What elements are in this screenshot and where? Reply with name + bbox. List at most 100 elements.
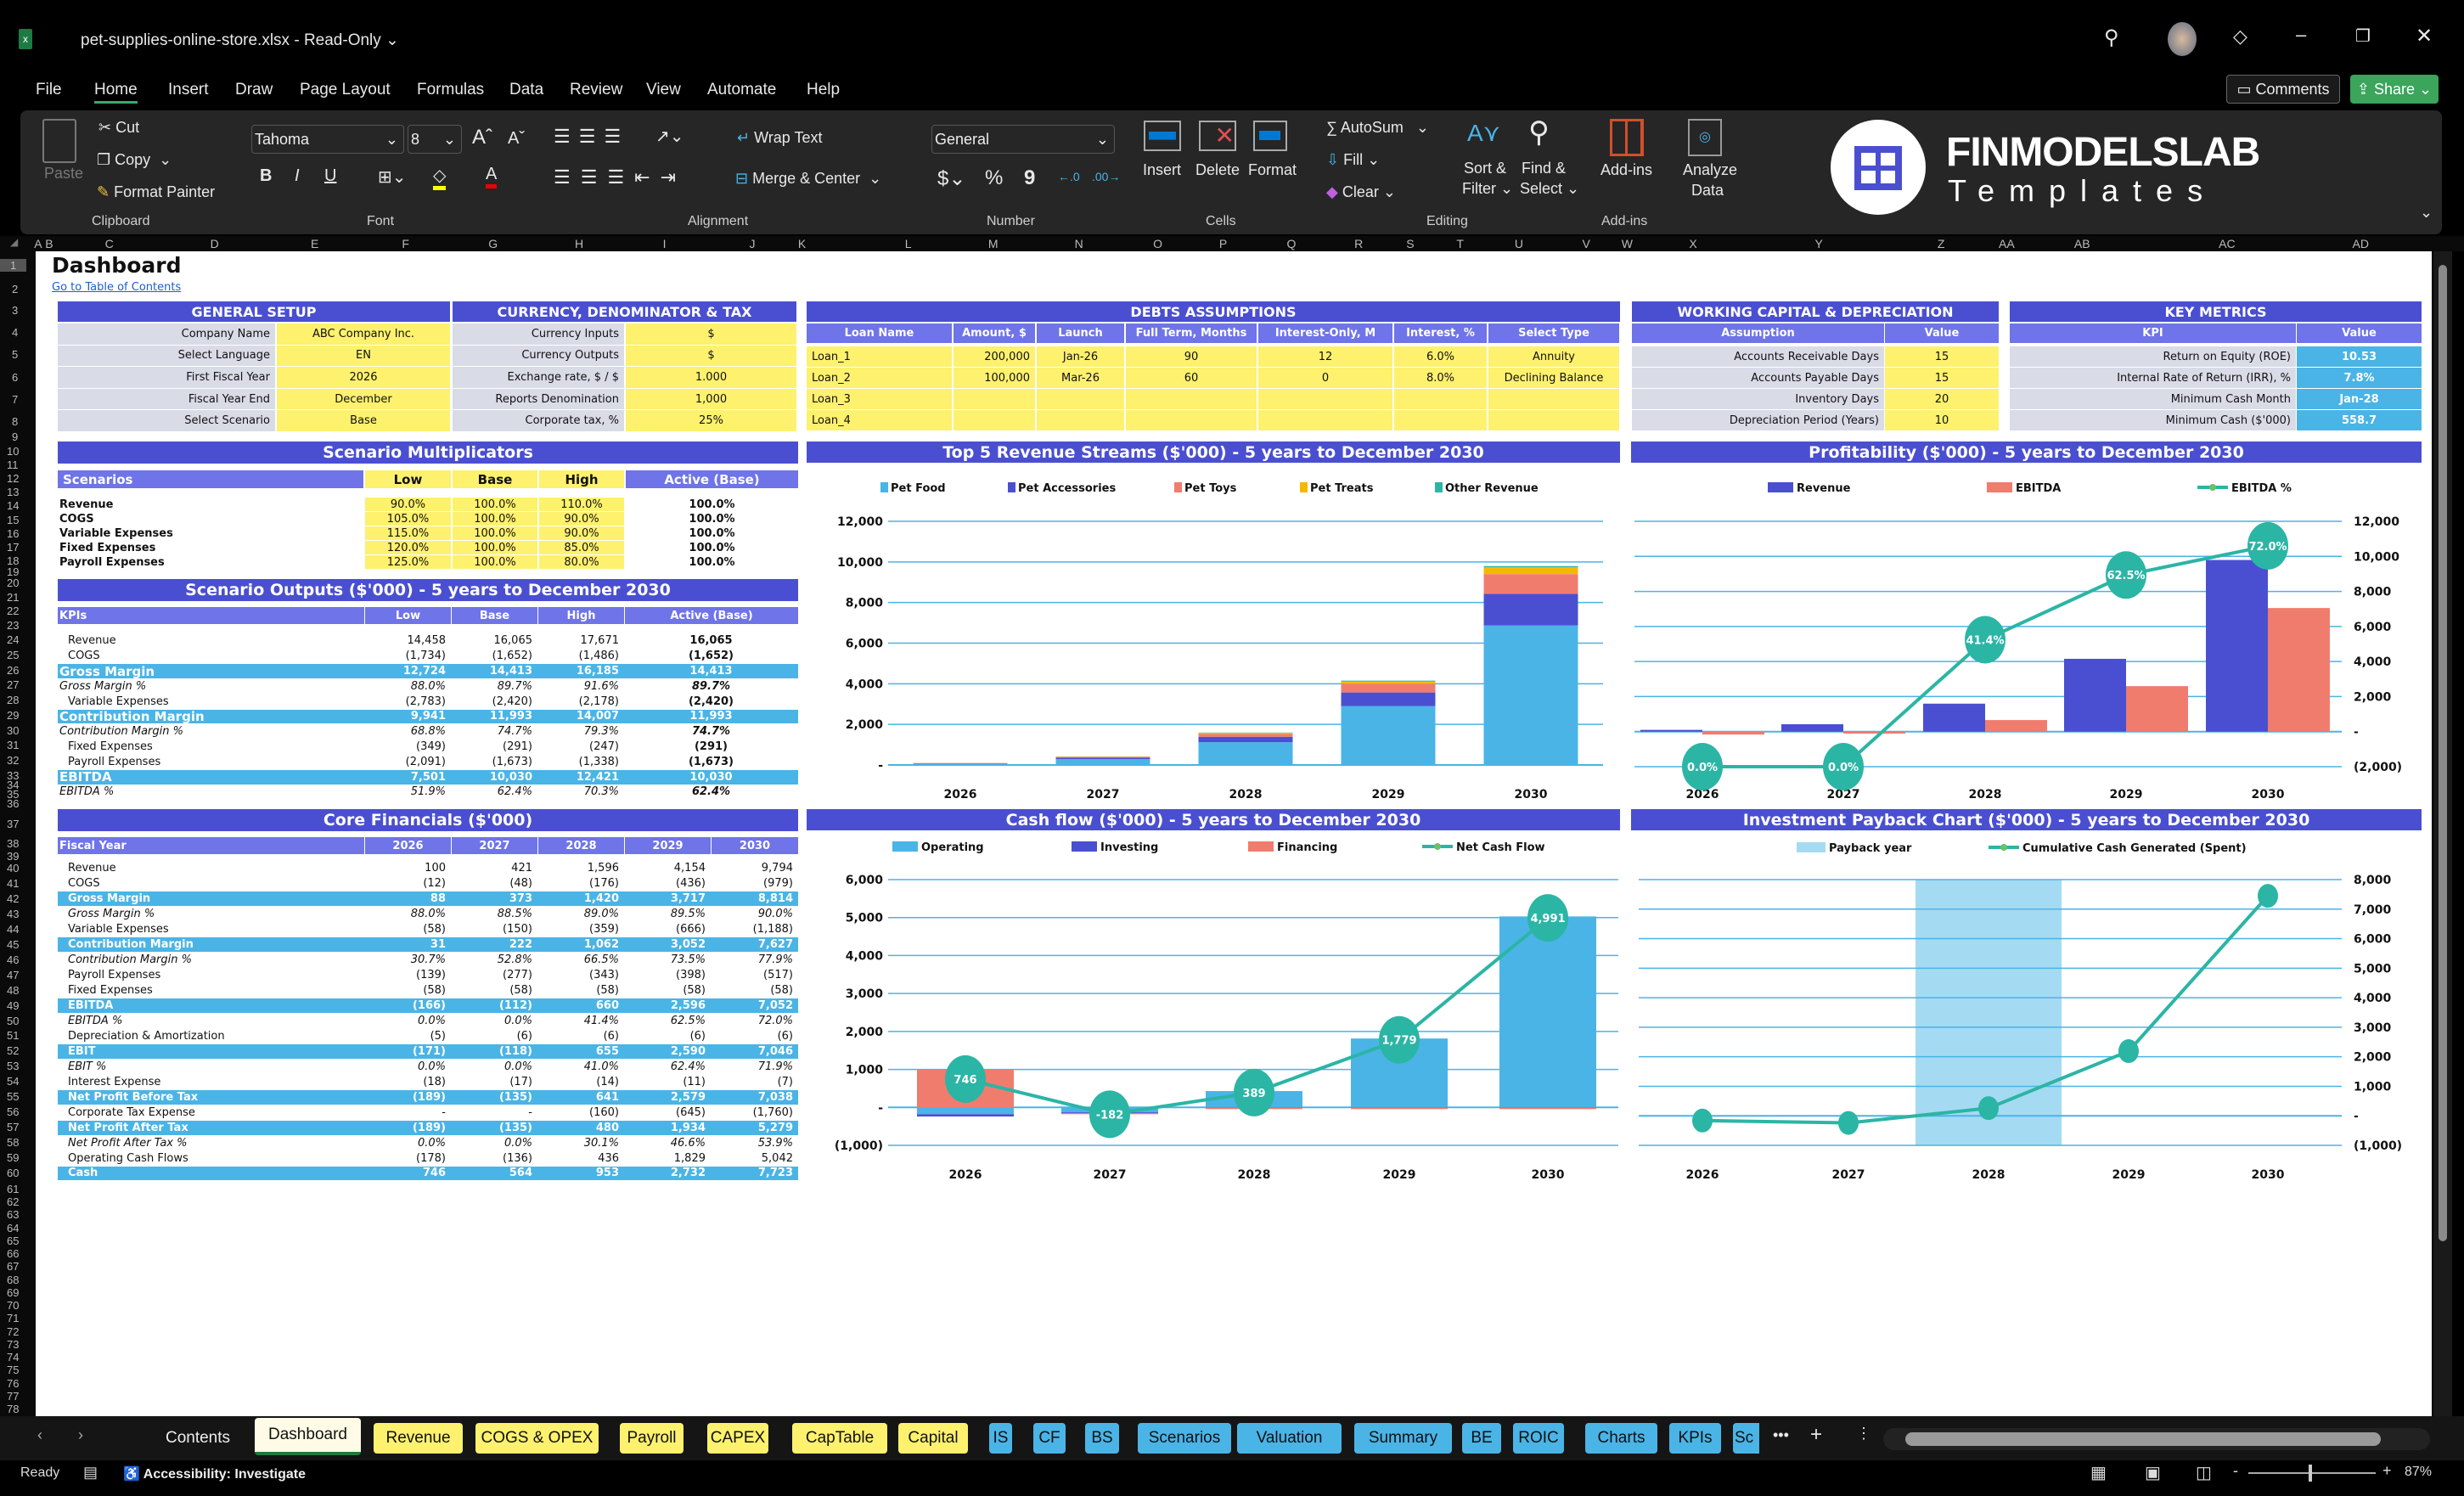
debts-cell[interactable] bbox=[1394, 389, 1487, 409]
debts-cell[interactable]: Loan_2 bbox=[807, 368, 952, 388]
column-header-G[interactable]: G bbox=[488, 237, 498, 250]
row-header-11[interactable]: 11 bbox=[7, 458, 19, 471]
sheet-tab-summary[interactable]: Summary bbox=[1354, 1423, 1452, 1454]
row-header-45[interactable]: 45 bbox=[7, 937, 20, 951]
debts-cell[interactable] bbox=[1488, 410, 1619, 430]
row-header-35[interactable]: 35 bbox=[7, 788, 20, 801]
row-header-1[interactable]: 1 bbox=[0, 259, 27, 272]
column-header-Q[interactable]: Q bbox=[1286, 237, 1297, 250]
row-header-38[interactable]: 38 bbox=[7, 837, 20, 850]
vertical-scroll-thumb[interactable] bbox=[2439, 265, 2447, 1241]
row-header-20[interactable]: 20 bbox=[7, 576, 20, 589]
column-header-F[interactable]: F bbox=[402, 237, 409, 250]
delete-cells-button[interactable]: Delete bbox=[1195, 161, 1240, 178]
column-header-W[interactable]: W bbox=[1621, 237, 1633, 250]
general-setup-input[interactable]: ABC Company Inc. bbox=[277, 323, 450, 345]
sheet-tab-capital[interactable]: Capital bbox=[898, 1423, 968, 1454]
font-color-button[interactable]: A bbox=[486, 165, 498, 188]
avatar[interactable] bbox=[2168, 22, 2197, 56]
horizontal-scroll-thumb[interactable] bbox=[1905, 1432, 2381, 1446]
share-button[interactable]: ⇪ Share ⌄ bbox=[2350, 75, 2439, 104]
sheet-tab-cf[interactable]: CF bbox=[1033, 1423, 1066, 1454]
row-header-49[interactable]: 49 bbox=[7, 998, 20, 1012]
general-setup-input[interactable]: Base bbox=[277, 410, 450, 431]
row-header-24[interactable]: 24 bbox=[7, 633, 20, 646]
row-header-69[interactable]: 69 bbox=[7, 1285, 20, 1299]
number-format-select[interactable]: General ⌄ bbox=[931, 125, 1115, 154]
menu-insert[interactable]: Insert bbox=[168, 81, 209, 98]
row-header-4[interactable]: 4 bbox=[12, 326, 19, 340]
row-header-31[interactable]: 31 bbox=[7, 739, 20, 752]
insert-cells-button[interactable]: Insert bbox=[1143, 161, 1182, 178]
font-size-select[interactable]: 8 ⌄ bbox=[408, 125, 462, 154]
row-header-52[interactable]: 52 bbox=[7, 1044, 20, 1058]
currency-input[interactable]: $ bbox=[626, 323, 796, 345]
accessibility-status[interactable]: ♿ Accessibility: Investigate bbox=[123, 1467, 306, 1482]
row-header-27[interactable]: 27 bbox=[7, 678, 20, 692]
row-header-78[interactable]: 78 bbox=[7, 1403, 20, 1415]
row-header-76[interactable]: 76 bbox=[7, 1376, 20, 1390]
column-header-D[interactable]: D bbox=[210, 237, 219, 250]
vertical-scrollbar[interactable] bbox=[2433, 251, 2452, 1416]
worksheet[interactable]: Dashboard Go to Table of Contents - 2,000… bbox=[36, 251, 2432, 1416]
sheet-tab-charts[interactable]: Charts bbox=[1585, 1423, 1657, 1454]
row-header-56[interactable]: 56 bbox=[7, 1105, 20, 1119]
row-header-26[interactable]: 26 bbox=[7, 663, 20, 677]
paste-icon[interactable] bbox=[42, 119, 76, 163]
column-header-I[interactable]: I bbox=[662, 237, 667, 250]
row-header-47[interactable]: 47 bbox=[7, 968, 20, 981]
debts-cell[interactable] bbox=[954, 389, 1035, 409]
row-header-74[interactable]: 74 bbox=[7, 1351, 20, 1364]
zoom-in-button[interactable]: + bbox=[2382, 1462, 2392, 1479]
page-break-view-icon[interactable]: ◫ bbox=[2196, 1464, 2212, 1482]
macro-recorder-icon[interactable]: ▤ bbox=[83, 1464, 98, 1481]
column-header-P[interactable]: P bbox=[1218, 237, 1228, 250]
currency-button[interactable]: $⌄ bbox=[937, 167, 966, 190]
row-header-10[interactable]: 10 bbox=[7, 445, 20, 458]
row-header-55[interactable]: 55 bbox=[7, 1090, 20, 1104]
debts-cell[interactable] bbox=[1037, 410, 1124, 430]
row-header-68[interactable]: 68 bbox=[7, 1273, 20, 1286]
row-header-3[interactable]: 3 bbox=[12, 304, 19, 317]
clear-button[interactable]: ◆ Clear ⌄ bbox=[1326, 183, 1396, 200]
orientation-button[interactable]: ↗⌄ bbox=[655, 127, 684, 146]
horizontal-align-buttons[interactable]: ☰☰☰⇤⇥ bbox=[554, 166, 687, 188]
cut-button[interactable]: ✂ Cut bbox=[98, 119, 140, 136]
analyze-data-button[interactable]: Analyze bbox=[1683, 161, 1738, 178]
sheet-tab-kpis[interactable]: KPIs bbox=[1669, 1423, 1721, 1454]
debts-cell[interactable]: 0 bbox=[1258, 368, 1392, 388]
sheet-tab-payroll[interactable]: Payroll bbox=[620, 1423, 684, 1454]
row-header-6[interactable]: 6 bbox=[12, 370, 19, 384]
row-header-29[interactable]: 29 bbox=[7, 708, 20, 722]
sheet-tab-captable[interactable]: CapTable bbox=[792, 1423, 887, 1454]
row-header-2[interactable]: 2 bbox=[12, 283, 19, 295]
row-header-63[interactable]: 63 bbox=[7, 1208, 20, 1222]
row-header-36[interactable]: 36 bbox=[7, 797, 20, 810]
debts-cell[interactable]: Loan_4 bbox=[807, 410, 952, 430]
row-header-51[interactable]: 51 bbox=[7, 1029, 20, 1043]
debts-cell[interactable]: Loan_1 bbox=[807, 346, 952, 367]
row-header-7[interactable]: 7 bbox=[12, 392, 19, 406]
row-header-71[interactable]: 71 bbox=[7, 1312, 20, 1325]
select-all-corner[interactable]: ◢ bbox=[10, 236, 19, 248]
row-header-73[interactable]: 73 bbox=[7, 1337, 20, 1351]
column-header-N[interactable]: N bbox=[1074, 237, 1083, 250]
row-header-53[interactable]: 53 bbox=[7, 1060, 20, 1073]
debts-cell[interactable] bbox=[1488, 389, 1619, 409]
sheet-tab-capex[interactable]: CAPEX bbox=[707, 1423, 768, 1454]
find-select-button-line2[interactable]: Select ⌄ bbox=[1520, 180, 1580, 197]
debts-cell[interactable] bbox=[1258, 389, 1392, 409]
column-header-H[interactable]: H bbox=[575, 237, 584, 250]
row-header-42[interactable]: 42 bbox=[7, 891, 20, 905]
row-header-50[interactable]: 50 bbox=[7, 1014, 20, 1027]
row-header-14[interactable]: 14 bbox=[7, 499, 20, 513]
row-header-17[interactable]: 17 bbox=[7, 540, 20, 554]
sheet-tab-be[interactable]: BE bbox=[1462, 1423, 1501, 1454]
row-header-64[interactable]: 64 bbox=[7, 1221, 20, 1234]
sheet-tab-contents[interactable]: Contents bbox=[165, 1429, 231, 1447]
row-header-15[interactable]: 15 bbox=[7, 513, 20, 526]
next-sheet-button[interactable]: › bbox=[78, 1426, 83, 1443]
column-header-V[interactable]: V bbox=[1582, 237, 1590, 250]
menu-data[interactable]: Data bbox=[509, 81, 544, 98]
table-of-contents-link[interactable]: Go to Table of Contents bbox=[52, 281, 182, 294]
